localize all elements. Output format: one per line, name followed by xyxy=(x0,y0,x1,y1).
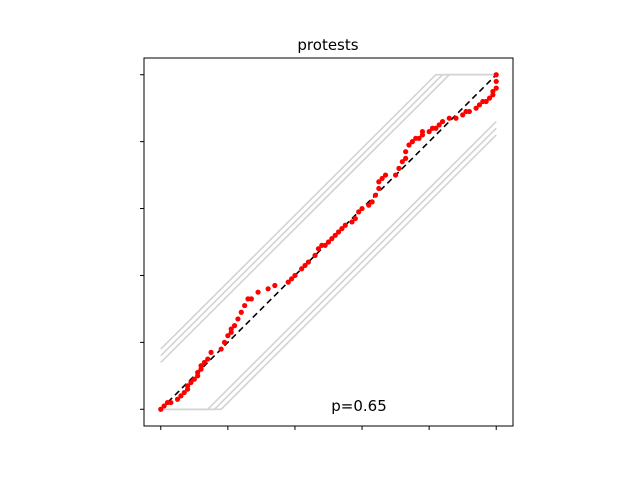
data-point-87 xyxy=(490,88,496,95)
data-point-24 xyxy=(231,323,238,329)
data-point-62 xyxy=(399,159,405,165)
chart-title: protests xyxy=(297,36,358,54)
data-point-60 xyxy=(392,172,399,178)
reference-diagonal-line xyxy=(160,74,497,410)
data-point-2 xyxy=(161,403,167,409)
plot-area xyxy=(140,57,514,430)
data-point-23 xyxy=(228,326,234,332)
data-point-34 xyxy=(289,276,295,282)
data-point-81 xyxy=(473,105,479,111)
data-point-74 xyxy=(436,122,442,128)
data-point-7 xyxy=(181,389,187,396)
data-point-10 xyxy=(188,379,194,386)
data-point-29 xyxy=(248,296,254,302)
data-point-82 xyxy=(476,102,483,108)
data-point-68 xyxy=(416,135,422,141)
data-point-36 xyxy=(299,266,305,272)
data-point-65 xyxy=(406,142,412,148)
data-point-78 xyxy=(460,112,466,118)
data-point-64 xyxy=(403,149,409,155)
data-point-75 xyxy=(439,118,446,125)
data-point-52 xyxy=(359,205,365,212)
envelope-upper-3 xyxy=(160,73,497,350)
data-point-49 xyxy=(349,219,355,225)
data-point-9 xyxy=(185,383,191,389)
data-point-84 xyxy=(483,98,489,105)
data-point-70 xyxy=(419,129,426,135)
data-point-27 xyxy=(242,302,248,309)
data-point-1 xyxy=(158,406,164,412)
data-point-63 xyxy=(403,155,409,161)
data-point-77 xyxy=(453,115,459,121)
data-point-85 xyxy=(486,95,493,101)
data-point-88 xyxy=(493,85,499,91)
data-point-54 xyxy=(369,199,375,205)
data-point-43 xyxy=(325,239,332,245)
data-point-51 xyxy=(356,209,362,215)
data-point-56 xyxy=(376,185,382,192)
data-point-19 xyxy=(218,346,224,352)
data-point-38 xyxy=(305,259,311,265)
data-point-61 xyxy=(396,165,402,171)
axes-frame xyxy=(143,57,514,427)
data-point-4 xyxy=(168,399,174,406)
y-axis-ticks xyxy=(140,74,144,410)
envelope-lines xyxy=(160,73,497,411)
data-point-6 xyxy=(178,393,184,399)
data-point-17 xyxy=(205,356,211,362)
data-point-89 xyxy=(493,78,499,85)
data-point-90 xyxy=(493,72,499,78)
data-point-50 xyxy=(352,215,358,222)
data-point-15 xyxy=(198,363,204,369)
data-point-73 xyxy=(433,125,439,131)
data-point-48 xyxy=(342,222,348,228)
data-point-26 xyxy=(238,309,244,315)
data-point-71 xyxy=(426,129,432,135)
data-point-16 xyxy=(201,359,207,366)
data-point-47 xyxy=(339,226,345,232)
data-point-44 xyxy=(329,236,335,242)
envelope-lower-3 xyxy=(160,134,497,411)
data-point-66 xyxy=(409,139,415,145)
data-point-58 xyxy=(379,175,385,182)
data-point-55 xyxy=(372,192,379,198)
data-point-59 xyxy=(382,172,389,178)
data-point-18 xyxy=(208,349,214,355)
data-point-40 xyxy=(315,246,322,252)
p-value-annotation: p=0.65 xyxy=(331,397,387,415)
data-point-57 xyxy=(376,179,382,185)
data-point-21 xyxy=(225,333,231,339)
data-point-53 xyxy=(366,202,372,208)
data-point-76 xyxy=(446,115,452,121)
data-point-11 xyxy=(191,376,197,382)
data-point-37 xyxy=(302,262,308,269)
data-point-25 xyxy=(235,316,241,322)
data-point-42 xyxy=(322,242,328,248)
data-point-33 xyxy=(285,279,291,285)
data-point-30 xyxy=(255,289,261,295)
data-point-31 xyxy=(265,286,271,292)
data-point-80 xyxy=(466,108,472,115)
data-point-46 xyxy=(335,229,342,235)
data-point-20 xyxy=(221,339,228,345)
data-points xyxy=(158,72,499,412)
data-point-35 xyxy=(292,272,298,279)
x-axis-ticks xyxy=(160,426,497,430)
data-point-13 xyxy=(195,369,201,376)
data-point-5 xyxy=(174,396,181,402)
data-point-32 xyxy=(272,282,278,289)
data-point-45 xyxy=(332,232,338,238)
data-point-39 xyxy=(312,252,318,258)
